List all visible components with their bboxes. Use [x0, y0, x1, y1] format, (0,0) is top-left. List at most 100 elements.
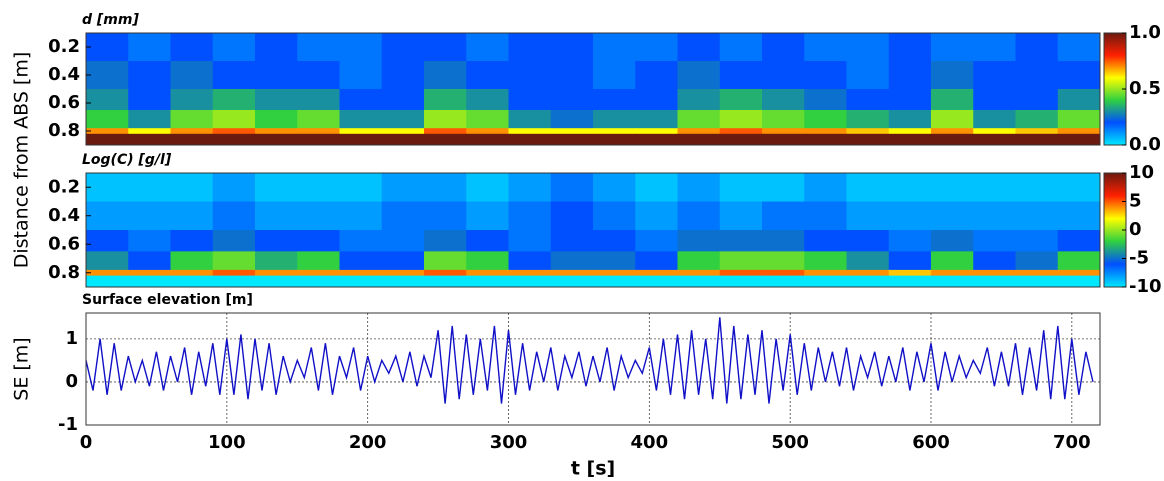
heatmap-cell	[973, 230, 1016, 252]
heatmap-cell	[635, 133, 678, 146]
heatmap-cell	[762, 275, 805, 288]
heatmap-cell	[424, 89, 467, 111]
heatmap-cell	[508, 201, 552, 231]
heatmap-cell	[1057, 133, 1101, 146]
heatmap-cell	[931, 133, 974, 146]
y-tick-label: -1	[58, 414, 78, 435]
heatmap-cell	[255, 269, 298, 277]
heatmap-cell	[255, 128, 298, 135]
heatmap-cell	[170, 275, 214, 288]
heatmap-cell	[973, 61, 1016, 90]
heatmap-cell	[719, 275, 763, 288]
heatmap-cell	[846, 201, 890, 231]
heatmap-cell	[466, 33, 509, 62]
heatmap-cell	[339, 269, 383, 277]
heatmap-cell	[550, 33, 594, 62]
heatmap-cell	[593, 110, 636, 129]
heatmap-cell	[339, 133, 383, 146]
heatmap-cell	[804, 133, 847, 146]
heatmap-cell	[1057, 89, 1101, 111]
heatmap-cell	[86, 133, 129, 146]
heatmap-cell	[424, 230, 467, 252]
heatmap-cell	[255, 61, 298, 90]
heatmap-cell	[931, 128, 974, 135]
heatmap-cell	[297, 133, 340, 146]
plot-frame	[85, 172, 1101, 288]
heatmap-cell	[128, 269, 171, 277]
heatmap-cell	[593, 201, 636, 231]
heatmap-cell	[593, 251, 636, 271]
colorbar-tick-label: -5	[1129, 248, 1149, 269]
heatmap-cell	[466, 269, 509, 277]
heatmap-cell	[931, 269, 974, 277]
heatmap-cell	[170, 33, 214, 62]
heatmap-cell	[550, 128, 594, 135]
heatmap-cell	[128, 201, 171, 231]
heatmap-cell	[635, 251, 678, 271]
heatmap-cell	[1057, 230, 1101, 252]
heatmap-cell	[255, 201, 298, 231]
heatmap-cell	[677, 201, 721, 231]
x-tick-label: 100	[208, 432, 246, 453]
heatmap-cell	[466, 275, 509, 288]
heatmap-cell	[931, 230, 974, 252]
heatmap-cell	[508, 110, 552, 129]
heatmap-cell	[212, 230, 256, 252]
heatmap-cell	[212, 251, 256, 271]
heatmap-cell	[255, 173, 298, 202]
heatmap-cell	[297, 61, 340, 90]
panel-title: d [mm]	[82, 12, 139, 28]
heatmap-cell	[719, 133, 763, 146]
heatmap-cell	[212, 133, 256, 146]
heatmap-cell	[339, 251, 383, 271]
heatmap-cell	[719, 128, 763, 135]
panel-title: Surface elevation [m]	[82, 292, 253, 308]
heatmap-cell	[86, 269, 129, 277]
heatmap-cell	[339, 33, 383, 62]
heatmap-cell	[762, 173, 805, 202]
heatmap-cell	[677, 269, 721, 277]
colorbar-tick-label: 5	[1129, 191, 1142, 212]
heatmap-cell	[973, 89, 1016, 111]
heatmap-cell	[508, 89, 552, 111]
heatmap-cell	[931, 61, 974, 90]
heatmap-cell	[1015, 89, 1059, 111]
heatmap-cell	[86, 251, 129, 271]
heatmap-cell	[297, 269, 340, 277]
heatmap-cell	[550, 133, 594, 146]
heatmap-cell	[550, 61, 594, 90]
heatmap-cell	[550, 269, 594, 277]
heatmap-cell	[297, 275, 340, 288]
heatmap-cell	[1057, 201, 1101, 231]
heatmap-cell	[339, 275, 383, 288]
heatmap-cell	[931, 275, 974, 288]
heatmap-cell	[212, 269, 256, 277]
heatmap-cell	[86, 201, 129, 231]
heatmap-cell	[719, 230, 763, 252]
heatmap-cell	[1057, 173, 1101, 202]
heatmap-cell	[297, 201, 340, 231]
heatmap-cell	[635, 201, 678, 231]
heatmap-cell	[973, 275, 1016, 288]
heatmap-cell	[128, 133, 171, 146]
heatmap-cell	[931, 33, 974, 62]
heatmap-cell	[719, 251, 763, 271]
heatmap-cell	[466, 89, 509, 111]
heatmap-cell	[931, 201, 974, 231]
heatmap-cell	[466, 133, 509, 146]
heatmap-cell	[381, 133, 425, 146]
heatmap-cell	[888, 128, 932, 135]
heatmap-cell	[212, 89, 256, 111]
heatmap-cell	[212, 275, 256, 288]
heatmap-cell	[846, 251, 890, 271]
heatmap-cell	[128, 230, 171, 252]
heatmap-cell	[424, 133, 467, 146]
colorbar-tick-label: 0.5	[1129, 78, 1161, 99]
heatmap-cell	[846, 128, 890, 135]
heatmap-cell	[846, 173, 890, 202]
y-axis-label: SE [m]	[11, 337, 33, 400]
heatmap-cell	[888, 33, 932, 62]
heatmap-cell	[719, 33, 763, 62]
heatmap-cell	[550, 275, 594, 288]
heatmap-cell	[297, 230, 340, 252]
